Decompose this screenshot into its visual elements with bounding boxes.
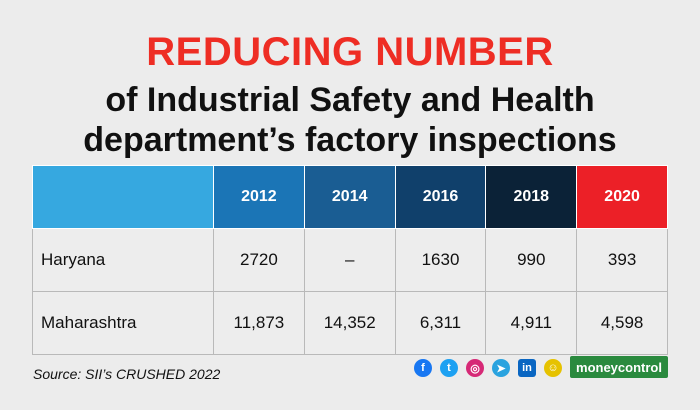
table-cell: – (303, 228, 396, 292)
twitter-icon[interactable]: t (440, 359, 458, 377)
table-cell: 2720 (213, 228, 305, 292)
table-header-row: 2012 2014 2016 2018 2020 (32, 165, 668, 229)
row-label: Maharashtra (32, 291, 214, 355)
column-header-2014: 2014 (303, 165, 396, 229)
table-row: Maharashtra 11,873 14,352 6,311 4,911 4,598 (32, 291, 668, 355)
moneycontrol-logo: moneycontrol (570, 356, 668, 378)
column-header-2012: 2012 (213, 165, 305, 229)
snapchat-icon[interactable]: ☺ (544, 359, 562, 377)
table-cell: 6,311 (394, 291, 487, 355)
instagram-icon[interactable]: ◎ (466, 359, 484, 377)
table-cell: 4,598 (576, 291, 668, 355)
title-line-1: REDUCING NUMBER (146, 30, 554, 74)
table-cell: 11,873 (213, 291, 305, 355)
facebook-icon[interactable]: f (414, 359, 432, 377)
social-icons: f t ◎ ➤ in ☺ (414, 356, 570, 380)
table-cell: 393 (576, 228, 668, 292)
header-corner-cell (32, 165, 214, 229)
table-row: Haryana 2720–1630 990 393 (32, 228, 668, 292)
title-line-3: department’s factory inspections (83, 121, 617, 159)
table-cell: 1630 (394, 228, 487, 292)
source-note: Source: SII’s CRUSHED 2022 (33, 366, 221, 382)
column-header-2016: 2016 (394, 165, 487, 229)
table-cell: 990 (485, 228, 578, 292)
linkedin-icon[interactable]: in (518, 359, 536, 377)
column-header-2020: 2020 (576, 165, 668, 229)
table-cell: 14,352 (303, 291, 396, 355)
table-body: Haryana 2720–1630 990 393 Maharashtra 11,873 1… (32, 228, 668, 355)
column-header-2018: 2018 (485, 165, 578, 229)
table-cell: 4,911 (485, 291, 578, 355)
title-line-2: of Industrial Safety and Health (105, 81, 595, 119)
inspections-table: 2012 2014 2016 2018 2020 Haryana 2720–1630 990… (32, 165, 668, 355)
telegram-icon[interactable]: ➤ (492, 359, 510, 377)
row-label: Haryana (32, 228, 214, 292)
